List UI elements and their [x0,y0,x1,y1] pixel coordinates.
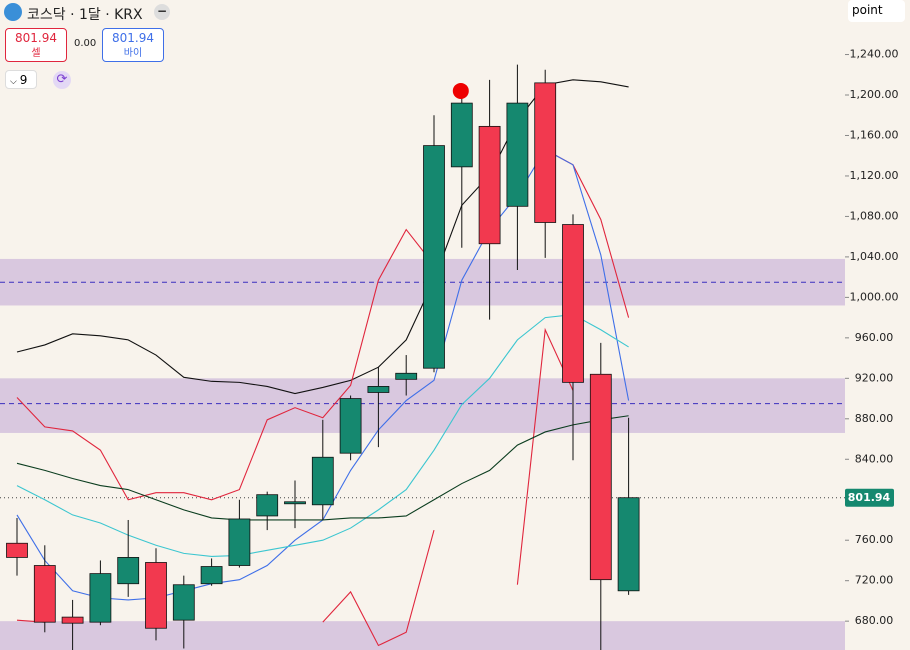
candle-body [450,102,473,168]
plot-area [0,64,845,650]
indicator-line [16,314,629,557]
symbol-icon [4,3,22,21]
zone [0,378,845,433]
buy-price: 801.94 [112,31,154,45]
candle-body [200,566,223,585]
candle-body [534,82,557,223]
y-tick-label: 880.00 [855,412,894,425]
candle-body [589,373,612,581]
last-price-label: 801.94 [848,491,891,504]
y-tick-label: 920.00 [855,371,894,384]
y-tick-label: 1,040.00 [850,250,899,263]
collapse-button[interactable]: − [154,4,170,20]
candle-body [228,518,251,566]
candle-body [256,494,279,517]
y-tick-label: 1,160.00 [850,128,899,141]
chevron: ⌵ [10,77,20,87]
interval-dropdown[interactable]: ⌵ 9 [5,70,37,89]
sell-button[interactable]: 801.94 셀 [5,28,67,62]
candle-body [339,398,362,454]
candle-body [89,573,112,623]
candle-body [172,584,195,621]
interval-count: 9 [19,73,28,87]
y-tick-label: 1,080.00 [850,209,899,222]
spread: 0.00 [74,38,97,49]
candle-body [395,372,418,380]
price-axis: 1,240.00 1,200.00 1,160.00 1,120.00 1,080.00… [845,48,899,627]
last-price-tag [845,488,894,507]
candle-body [6,542,28,558]
candle-body [284,501,306,505]
candle-body [311,456,334,506]
mode-box[interactable]: point [848,0,905,22]
y-tick-label: 720.00 [855,574,894,587]
buy-button[interactable]: 801.94 바이 [102,28,164,62]
candle-body [117,557,140,585]
y-tick-label: 1,120.00 [850,169,899,182]
y-tick-label: 840.00 [855,452,894,465]
symbol-title[interactable]: 코스닥 · 1달 · KRX [27,7,143,23]
candle-body [506,102,529,207]
indicator-line [16,415,629,521]
candle-body [617,497,640,592]
candle-body [478,125,501,245]
y-tick-label: 960.00 [855,331,894,344]
candle-body [367,386,390,393]
refresh-icon[interactable]: ⟳ [53,71,71,89]
candle-body [33,565,56,623]
candle-body [61,616,84,624]
signal-marker [452,82,469,99]
zone [0,621,845,650]
buy-label: 바이 [123,48,143,59]
y-tick-label: 680.00 [855,614,894,627]
y-tick-label: 1,240.00 [850,48,899,61]
candle-body [145,562,167,629]
sell-price: 801.94 [15,31,57,45]
candle-body [423,145,445,369]
y-tick-label: 1,200.00 [850,88,899,101]
sell-label: 셀 [31,48,41,59]
y-tick-label: 1,000.00 [850,290,899,303]
y-tick-label: 760.00 [855,533,894,546]
candle-body [562,224,584,383]
